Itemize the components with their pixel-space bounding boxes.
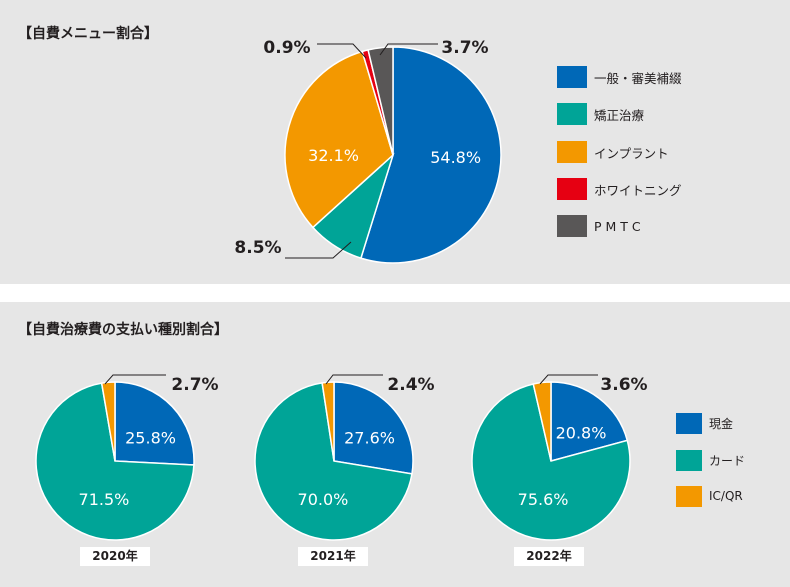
legend-swatch bbox=[676, 412, 702, 434]
pie-1-slice-1 bbox=[35, 382, 195, 541]
year-label-2022: 2022年 bbox=[514, 547, 584, 566]
legend-item-card: カード bbox=[676, 449, 745, 471]
legend-label: インプラント bbox=[594, 145, 669, 161]
pie-3-data-label-2: 3.6% bbox=[600, 375, 647, 395]
pie-2-data-label-0: 27.6% bbox=[344, 428, 395, 447]
pie-0-leader-line-3 bbox=[317, 43, 367, 59]
pie-3-slice-1 bbox=[471, 383, 631, 541]
menu-share-title: 【自費メニュー割合】 bbox=[18, 26, 158, 42]
pie-0-data-label-1: 8.5% bbox=[234, 238, 281, 258]
pie-1-slice-2 bbox=[100, 381, 116, 462]
pie-2-leader-line-2 bbox=[325, 374, 383, 385]
legend-item-pmtc: P M T C bbox=[557, 215, 641, 237]
pie-2-data-label-1: 70.0% bbox=[298, 490, 349, 509]
pie-3-data-label-1: 75.6% bbox=[518, 490, 569, 509]
pie-chart-0: 54.8% 8.5% 32.1% 0.9% 3.7% bbox=[234, 38, 502, 264]
legend-swatch bbox=[557, 141, 587, 163]
pie-1-leader-line-2 bbox=[104, 374, 166, 385]
legend-item-ic-qr: IC/QR bbox=[676, 485, 743, 507]
pie-2-slice-2 bbox=[321, 381, 335, 462]
pie-0-data-label-3: 0.9% bbox=[263, 38, 310, 58]
pie-3-data-label-0: 20.8% bbox=[556, 424, 607, 443]
legend-label: ホワイトニング bbox=[594, 182, 682, 198]
pie-0-slice-0 bbox=[359, 46, 502, 264]
pie-2-data-label-2: 2.4% bbox=[387, 375, 434, 395]
legend-item-whitening: ホワイトニング bbox=[557, 178, 682, 200]
legend-label: IC/QR bbox=[709, 489, 743, 503]
legend-item-implant: インプラント bbox=[557, 141, 669, 163]
legend-label: P M T C bbox=[594, 218, 641, 234]
legend-item-general-prosthetics: 一般・審美補綴 bbox=[557, 66, 682, 88]
pie-0-data-label-2: 32.1% bbox=[308, 146, 359, 165]
legend-label: 矯正治療 bbox=[594, 107, 645, 123]
menu-share-chart: 54.8% 8.5% 32.1% 0.9% 3.7% bbox=[234, 38, 502, 264]
pie-2-slice-1 bbox=[254, 382, 413, 541]
pie-2-slice-0 bbox=[333, 381, 414, 475]
pie-0-data-label-0: 54.8% bbox=[430, 148, 481, 167]
legend-swatch bbox=[557, 215, 587, 237]
pie-1-data-label-2: 2.7% bbox=[171, 375, 218, 395]
menu-share-panel: 【自費メニュー割合】 54.8% 8.5% 32.1% 0.9% 3.7% 一般・審美補… bbox=[0, 0, 790, 284]
pie-0-leader-line-4 bbox=[379, 43, 438, 56]
legend-label: 一般・審美補綴 bbox=[594, 70, 682, 86]
year-label-2021: 2021年 bbox=[298, 547, 368, 566]
legend-label: 現金 bbox=[709, 416, 734, 431]
pie-chart-1: 25.8% 71.5% 2.7% bbox=[35, 374, 219, 541]
legend-swatch bbox=[676, 485, 702, 507]
pie-0-leader-line-1 bbox=[285, 241, 352, 259]
legend-swatch bbox=[557, 103, 587, 125]
pie-3-leader-line-2 bbox=[539, 374, 598, 385]
pie-0-data-label-4: 3.7% bbox=[441, 38, 488, 58]
pie-0-slice-4 bbox=[367, 46, 394, 156]
legend-item-orthodontics: 矯正治療 bbox=[557, 103, 644, 125]
legend-swatch bbox=[557, 178, 587, 200]
pie-1-data-label-0: 25.8% bbox=[125, 428, 176, 447]
legend-item-cash: 現金 bbox=[676, 412, 733, 434]
pie-3-slice-0 bbox=[550, 381, 629, 462]
pie-3-slice-2 bbox=[532, 381, 552, 462]
legend-swatch bbox=[676, 449, 702, 471]
pie-0-slice-2 bbox=[284, 50, 394, 229]
payment-type-charts: 25.8% 71.5% 2.7% 27.6% 70.0% 2.4% 20.8% 75.6% 3.… bbox=[35, 374, 648, 541]
legend-label: カード bbox=[709, 453, 746, 468]
legend-swatch bbox=[557, 66, 587, 88]
pie-chart-3: 20.8% 75.6% 3.6% bbox=[471, 374, 648, 541]
payment-type-panel: 【自費治療費の支払い種別割合】 25.8% 71.5% 2.7% 27.6% 70.0%… bbox=[0, 302, 790, 587]
payment-type-title: 【自費治療費の支払い種別割合】 bbox=[18, 322, 228, 338]
pie-chart-2: 27.6% 70.0% 2.4% bbox=[254, 374, 435, 541]
year-label-2020: 2020年 bbox=[80, 547, 150, 566]
pie-1-data-label-1: 71.5% bbox=[79, 490, 130, 509]
pie-1-slice-0 bbox=[114, 381, 195, 466]
